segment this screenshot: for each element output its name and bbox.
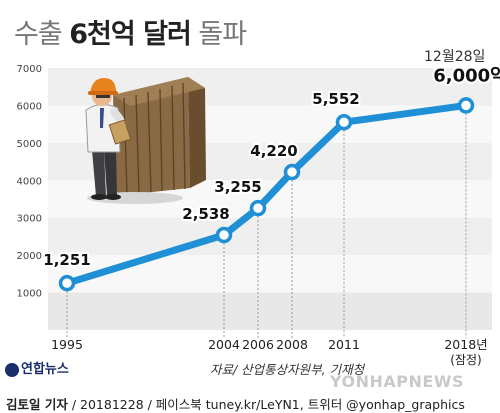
x-tick-sublabel: (잠정) [450,353,481,367]
x-tick-label: 2006 [242,337,274,352]
x-tick-label: 2011 [328,337,360,352]
grid-band [48,292,492,330]
title-highlight: 6천억 달러 [69,19,192,50]
x-tick-label: 1995 [51,337,83,352]
data-points [58,97,475,292]
title-suffix: 돌파 [190,19,247,50]
x-axis-labels: 1995 2004 2006 2008 2011 2018년(잠정) [51,337,488,367]
y-tick-label: 5000 [17,139,42,150]
footer-info: / 20181228 / 페이스북 tuney.kr/LeYN1, 트위터 @y… [67,397,465,412]
y-tick-label: 3000 [17,214,42,225]
y-tick-label: 2000 [17,251,42,262]
y-tick-label: 1000 [17,289,42,300]
data-label: 5,552 [312,90,359,108]
grid-band [48,255,492,293]
x-tick-label: 2018년 [444,337,487,352]
y-tick-label: 7000 [17,64,42,75]
data-label: 2,538 [182,205,229,223]
data-point [283,163,301,181]
source-note: 자료/ 산업통상자원부, 기재청 [210,362,366,377]
vertical-drop-lines [66,105,467,338]
date-note: 12월28일 [424,49,486,65]
x-tick-label: 2008 [276,337,308,352]
data-point [58,274,76,292]
data-point [249,199,267,217]
y-axis-ticks: 1000 2000 3000 4000 5000 6000 7000 [17,64,42,300]
footer-byline: 김토일 기자 [6,397,68,412]
y-tick-label: 4000 [17,176,42,187]
watermark: YONHAPNEWS [330,372,464,391]
worker-container-illustration [85,77,206,204]
data-labels: 1,251 2,538 3,255 4,220 5,552 6,000억 [41,63,500,271]
data-point [215,226,233,244]
title-prefix: 수출 [14,19,70,50]
series-line [63,101,470,287]
logo-icon [5,362,19,377]
page-title: 수출 6천억 달러 돌파 [14,12,247,51]
grid-band [48,292,492,330]
data-label: 1,251 [43,251,90,269]
data-point [335,113,353,131]
data-label: 6,000억 [433,65,500,86]
data-label: 4,220 [250,142,297,160]
x-tick-label: 2004 [208,337,240,352]
y-tick-label: 6000 [17,101,42,112]
logo-text: 연합뉴스 [21,362,69,377]
yonhap-logo: 연합뉴스 [5,358,69,377]
grid-band [48,217,492,256]
footer-credit: 김토일 기자 / 20181228 / 페이스북 tuney.kr/LeYN1,… [6,394,465,413]
data-label: 3,255 [214,178,261,196]
data-point [457,97,475,114]
